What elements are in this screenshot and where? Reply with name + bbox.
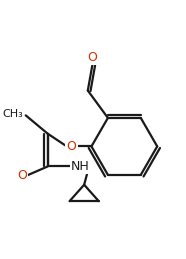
Text: CH₃: CH₃: [2, 110, 23, 119]
Text: O: O: [17, 169, 27, 182]
Text: NH: NH: [71, 160, 90, 173]
Text: O: O: [66, 140, 76, 153]
Text: O: O: [87, 51, 97, 64]
